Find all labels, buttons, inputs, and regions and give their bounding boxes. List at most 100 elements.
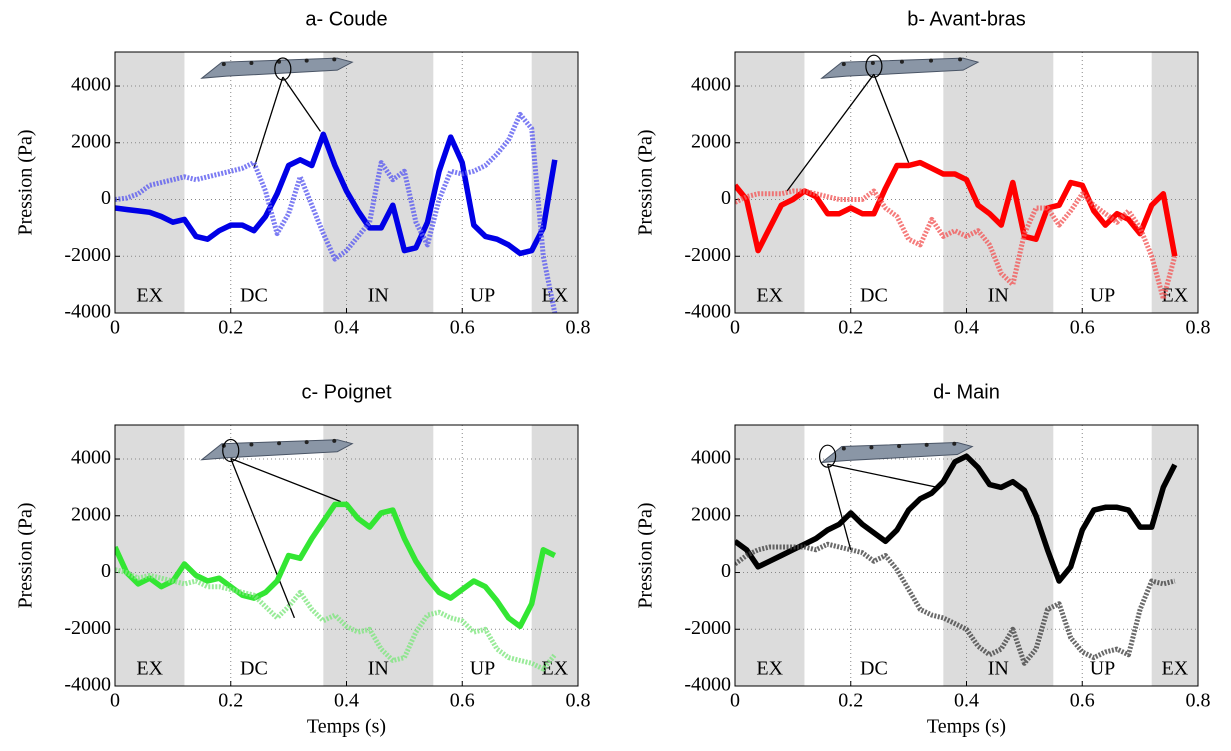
phase-label: EX (756, 285, 783, 307)
panel: EX DC IN UP EX 0 0.2 0.4 0.6 0.8 -4000 -2000 0 2000 40… (15, 381, 591, 737)
phase-band (1151, 425, 1198, 686)
arm-marker (304, 58, 309, 63)
phase-label: EX (1162, 285, 1189, 307)
x-tick-label: 0 (110, 317, 120, 339)
chart-title: a- Coude (305, 8, 387, 30)
y-tick-label: 0 (101, 187, 111, 209)
phase-band (531, 52, 578, 313)
probe-circle (222, 438, 240, 463)
arm-marker (249, 442, 254, 447)
y-tick-label: -4000 (64, 301, 111, 323)
arm-marker (841, 62, 846, 67)
y-tick-label: 2000 (71, 503, 111, 525)
arm-marker (899, 59, 904, 64)
pointer-line (253, 76, 284, 169)
y-axis-label: Pression (Pa) (635, 502, 657, 608)
y-tick-label: -2000 (64, 617, 111, 639)
x-tick-label: 0 (730, 317, 740, 339)
phase-label: EX (542, 658, 569, 680)
arm-marker (929, 58, 934, 63)
arm-inset (820, 57, 980, 79)
solid-line (115, 131, 558, 257)
solid-line (115, 501, 557, 630)
x-tick-label: 0.2 (218, 317, 243, 339)
x-tick-label: 0.6 (1070, 690, 1095, 712)
axes-frame (114, 51, 579, 314)
probe-circle (818, 444, 837, 468)
y-tick-label: -2000 (64, 244, 111, 266)
panel: EX DC IN UP EX 0 0.2 0.4 0.6 0.8 -4000 -2000 0 2000 40… (15, 8, 591, 338)
x-axis-label: Temps (s) (927, 716, 1006, 738)
y-tick-label: 4000 (71, 447, 111, 469)
y-tick-label: -4000 (684, 674, 731, 696)
pointer-line (282, 76, 321, 132)
arm-marker (332, 57, 337, 62)
arm-marker (332, 438, 337, 443)
phase-label: UP (470, 658, 496, 680)
x-tick-label: 0.4 (334, 690, 359, 712)
arm-marker (277, 441, 282, 446)
panel: EX DC IN UP EX 0 0.2 0.4 0.6 0.8 -4000 -2000 0 2000 40… (635, 381, 1211, 737)
phase-label: UP (470, 285, 496, 307)
x-tick-label: 0.4 (954, 690, 979, 712)
x-tick-label: 0.2 (218, 690, 243, 712)
phase-label: IN (988, 285, 1009, 307)
arm-marker (869, 445, 874, 450)
x-tick-label: 0 (110, 690, 120, 712)
arm-marker (952, 441, 957, 446)
phase-band (943, 425, 1054, 686)
y-tick-label: -2000 (684, 617, 731, 639)
y-tick-label: 0 (721, 560, 731, 582)
phase-label: DC (860, 285, 888, 307)
x-tick-label: 0.8 (566, 317, 591, 339)
y-tick-label: 2000 (691, 130, 731, 152)
y-tick-label: 0 (721, 187, 731, 209)
pointer-line (873, 73, 910, 163)
axes-frame (734, 51, 1199, 314)
y-axis-label: Pression (Pa) (635, 129, 657, 235)
x-tick-label: 0.4 (954, 317, 979, 339)
pointer-line (230, 458, 296, 619)
phase-label: DC (240, 658, 268, 680)
arm-inset (200, 439, 354, 461)
arm-inset (820, 442, 974, 464)
dashed-line (735, 541, 1176, 666)
x-tick-label: 0.6 (450, 317, 475, 339)
solid-line (735, 159, 1178, 257)
phase-label: IN (368, 285, 389, 307)
chart-title: d- Main (933, 381, 1000, 403)
y-tick-label: -4000 (64, 674, 111, 696)
dashed-line (115, 111, 558, 313)
x-tick-label: 0.6 (450, 690, 475, 712)
phase-label: IN (368, 658, 389, 680)
x-axis-label: Temps (s) (307, 716, 386, 738)
phase-label: EX (1162, 658, 1189, 680)
phase-band (115, 52, 185, 313)
chart-title: c- Poignet (301, 381, 391, 403)
phase-band (943, 52, 1054, 313)
arm-marker (924, 442, 929, 447)
y-tick-label: 4000 (71, 74, 111, 96)
phase-band (1151, 52, 1198, 313)
x-tick-label: 0.8 (1186, 317, 1211, 339)
arm-marker (249, 60, 254, 65)
y-tick-label: 2000 (71, 130, 111, 152)
probe-circle (274, 57, 292, 81)
arm-marker (304, 440, 309, 445)
x-tick-label: 0.2 (838, 317, 863, 339)
phase-label: DC (240, 285, 268, 307)
phase-label: UP (1090, 658, 1116, 680)
y-tick-label: 4000 (691, 74, 731, 96)
phase-band (735, 425, 805, 686)
probe-circle (865, 54, 883, 78)
panel: EX DC IN UP EX 0 0.2 0.4 0.6 0.8 -4000 -2000 0 2000 40… (635, 8, 1211, 338)
x-tick-label: 0.8 (1186, 690, 1211, 712)
solid-line (735, 453, 1178, 584)
phase-band (531, 425, 578, 686)
phase-label: DC (860, 658, 888, 680)
phase-label: EX (136, 285, 163, 307)
x-tick-label: 0.4 (334, 317, 359, 339)
pointer-line (826, 464, 852, 550)
arm-marker (841, 446, 846, 451)
